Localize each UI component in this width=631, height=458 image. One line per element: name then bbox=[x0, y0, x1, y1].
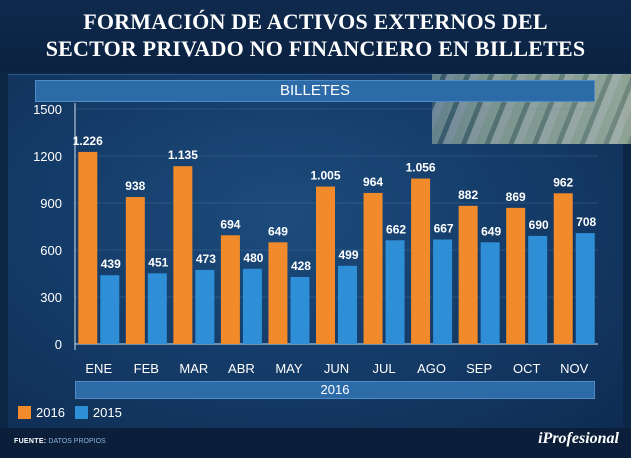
data-label-2015-ABR: 480 bbox=[243, 251, 263, 265]
title-line-2: SECTOR PRIVADO NO FINANCIERO EN BILLETES bbox=[45, 36, 586, 61]
y-tick-label-1200: 1200 bbox=[33, 149, 62, 164]
bar-2015-OCT bbox=[528, 235, 548, 344]
series-header-label: BILLETES bbox=[279, 82, 351, 99]
x-tick-label-MAY: MAY bbox=[275, 361, 303, 376]
footer-band bbox=[0, 428, 631, 458]
bar-2016-OCT bbox=[506, 207, 526, 344]
brand-logo: iProfesional bbox=[538, 430, 619, 447]
legend: 2016 2015 bbox=[18, 404, 132, 420]
data-label-2016-OCT: 869 bbox=[506, 190, 526, 204]
bar-2016-MAR bbox=[173, 166, 193, 344]
y-tick-label-300: 300 bbox=[40, 290, 62, 305]
x-tick-label-AGO: AGO bbox=[417, 361, 446, 376]
data-label-2016-ENE: 1.226 bbox=[73, 134, 103, 148]
y-tick-label-600: 600 bbox=[40, 243, 62, 258]
source-note: FUENTE: DATOS PROPIOS bbox=[14, 438, 106, 445]
bar-2016-JUN bbox=[316, 186, 335, 344]
y-tick-label-1500: 1500 bbox=[33, 102, 62, 117]
bar-2015-MAY bbox=[290, 276, 310, 344]
source-label: FUENTE: bbox=[14, 438, 47, 445]
data-label-2016-FEB: 938 bbox=[125, 179, 145, 193]
x-tick-label-ABR: ABR bbox=[228, 361, 255, 376]
data-label-2015-MAR: 473 bbox=[196, 252, 216, 266]
x-tick-label-MAR: MAR bbox=[179, 361, 208, 376]
y-tick-label-900: 900 bbox=[40, 196, 62, 211]
year-label: 2016 bbox=[320, 382, 350, 397]
legend-label-2016: 2016 bbox=[36, 404, 65, 420]
data-label-2015-NOV: 708 bbox=[576, 215, 596, 229]
bar-2016-NOV bbox=[553, 193, 573, 344]
x-tick-label-ENE: ENE bbox=[85, 361, 112, 376]
x-tick-label-OCT: OCT bbox=[513, 361, 541, 376]
chart-title: FORMACIÓN DE ACTIVOS EXTERNOS DEL SECTOR… bbox=[0, 8, 631, 62]
x-tick-label-SEP: SEP bbox=[466, 361, 492, 376]
source-text: DATOS PROPIOS bbox=[48, 438, 106, 445]
bar-2016-AGO bbox=[411, 178, 431, 344]
data-label-2015-ENE: 439 bbox=[101, 257, 121, 271]
y-tick-label-0: 0 bbox=[55, 337, 62, 352]
data-label-2016-SEP: 882 bbox=[458, 188, 478, 202]
bar-2016-FEB bbox=[125, 197, 145, 344]
bar-2015-ABR bbox=[242, 268, 262, 344]
data-label-2016-JUN: 1.005 bbox=[310, 169, 340, 183]
bar-2015-JUL bbox=[385, 240, 405, 344]
bar-2015-ENE bbox=[100, 275, 120, 344]
x-tick-label-JUN: JUN bbox=[324, 361, 349, 376]
data-label-2015-FEB: 451 bbox=[148, 255, 168, 269]
legend-item-2016: 2016 bbox=[18, 405, 65, 420]
x-tick-label-NOV: NOV bbox=[560, 361, 589, 376]
data-label-2016-AGO: 1.056 bbox=[406, 161, 436, 175]
year-bar bbox=[75, 381, 595, 399]
legend-label-2015: 2015 bbox=[92, 404, 122, 420]
legend-item-2015: 2015 bbox=[74, 404, 122, 420]
data-label-2015-AGO: 667 bbox=[434, 222, 454, 236]
series-header-bar bbox=[35, 80, 595, 102]
bar-2016-ENE bbox=[78, 151, 98, 344]
title-band bbox=[0, 0, 631, 72]
data-label-2016-MAR: 1.135 bbox=[168, 148, 198, 162]
data-label-2016-JUL: 964 bbox=[363, 175, 383, 189]
bar-2016-JUL bbox=[363, 192, 383, 344]
bar-2015-SEP bbox=[480, 242, 500, 344]
data-label-2016-MAY: 649 bbox=[268, 224, 288, 238]
bar-2015-MAR bbox=[195, 269, 215, 344]
x-tick-label-FEB: FEB bbox=[134, 361, 159, 376]
data-label-2015-JUL: 662 bbox=[386, 222, 406, 236]
legend-swatch-2015 bbox=[74, 405, 88, 419]
bar-2015-NOV bbox=[575, 233, 595, 344]
bar-2015-JUN bbox=[338, 265, 357, 344]
data-label-2015-JUN: 499 bbox=[338, 248, 358, 262]
data-label-2015-OCT: 690 bbox=[529, 218, 549, 232]
bar-2016-MAY bbox=[268, 242, 288, 344]
data-label-2016-ABR: 694 bbox=[220, 217, 240, 231]
data-label-2016-NOV: 962 bbox=[553, 175, 573, 189]
bar-2015-AGO bbox=[433, 239, 453, 344]
bar-2015-FEB bbox=[147, 273, 167, 344]
title-line-1: FORMACIÓN DE ACTIVOS EXTERNOS DEL bbox=[83, 9, 548, 34]
data-label-2015-MAY: 428 bbox=[291, 259, 311, 273]
bar-2016-SEP bbox=[458, 205, 478, 344]
x-tick-label-JUL: JUL bbox=[372, 361, 395, 376]
data-label-2015-SEP: 649 bbox=[481, 224, 501, 238]
legend-swatch-2016 bbox=[18, 405, 31, 419]
bar-2016-ABR bbox=[220, 235, 240, 344]
